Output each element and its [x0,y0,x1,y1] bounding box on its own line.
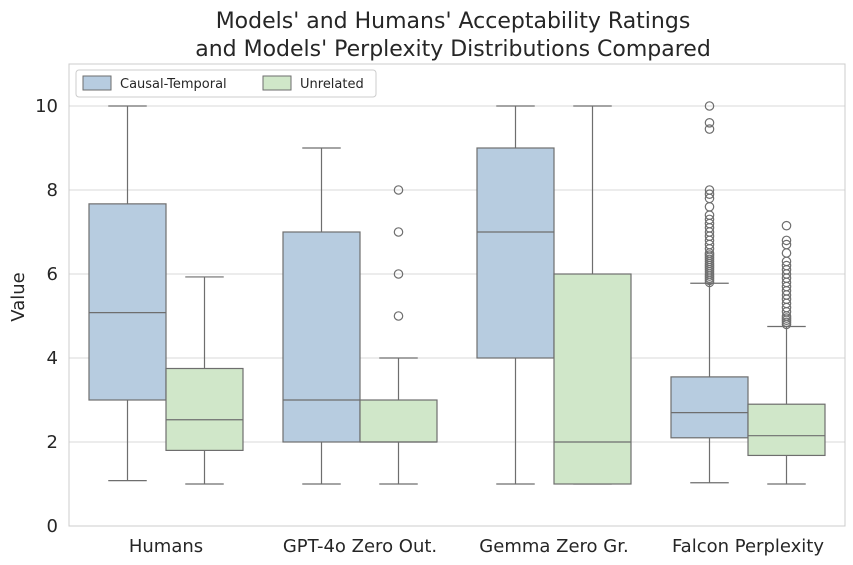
legend-swatch-unrelated [262,75,292,91]
box-iqr [553,273,632,485]
box-unrelated-gpt-4o-zero-out [359,185,438,485]
y-tick-label-8: 8 [47,180,58,201]
outlier-point [704,101,715,111]
box-causal-temporal-gpt-4o-zero-out [282,147,361,485]
y-tick-label-6: 6 [47,264,58,285]
legend-label-causal-temporal: Causal-Temporal [120,77,227,92]
outlier-point [704,214,715,225]
x-axis: Humans GPT-4o Zero Out. Gemma Zero Gr. Falc… [129,536,824,557]
box-causal-temporal-falcon-perplexity [670,101,749,484]
box-causal-temporal-humans [88,105,167,482]
x-tick-label-gemma-zero-gr: Gemma Zero Gr. [479,536,628,557]
outlier-point [393,311,404,321]
chart-title-line1: Models' and Humans' Acceptability Rating… [216,9,691,34]
x-tick-label-humans: Humans [129,536,203,557]
outlier-point [781,239,792,250]
box-iqr [670,376,749,439]
outlier-point [781,235,792,246]
grid-layer [69,105,845,527]
box-iqr [747,403,826,457]
outlier-point [704,118,715,128]
outlier-point [781,220,792,231]
box-iqr [476,147,555,359]
y-axis-label: Value [8,272,29,321]
box-unrelated-humans [165,276,244,485]
y-tick-label-0: 0 [47,516,58,537]
legend-label-unrelated: Unrelated [300,77,364,92]
x-tick-label-gpt-4o-zero-out: GPT-4o Zero Out. [283,536,437,557]
outlier-point [393,185,404,195]
outlier-point [393,269,404,279]
box-causal-temporal-gemma-zero-gr [476,105,555,485]
box-iqr [88,203,167,401]
legend[interactable]: Causal-Temporal Unrelated [75,69,377,98]
outlier-point [781,260,792,271]
y-tick-label-10: 10 [35,96,58,117]
x-tick-label-falcon-perplexity: Falcon Perplexity [672,536,824,557]
box-iqr [165,367,244,452]
y-tick-label-4: 4 [47,348,58,369]
box-iqr [282,231,361,443]
boxes-layer [88,101,826,485]
outlier-point [704,185,715,195]
box-iqr [359,399,438,443]
legend-swatch-causal-temporal [82,75,112,91]
outlier-point [781,248,792,258]
outlier-point [704,124,715,134]
outlier-point [704,189,715,199]
y-tick-label-2: 2 [47,432,58,453]
chart-title-line2: and Models' Perplexity Distributions Com… [195,37,711,62]
y-axis: 0 2 4 6 8 10 [35,96,58,537]
box-unrelated-gemma-zero-gr [553,105,632,485]
outlier-point [393,227,404,237]
plot-frame [68,63,846,527]
box-unrelated-falcon-perplexity [747,220,826,485]
outlier-point [704,202,715,212]
legend-frame [75,69,377,98]
